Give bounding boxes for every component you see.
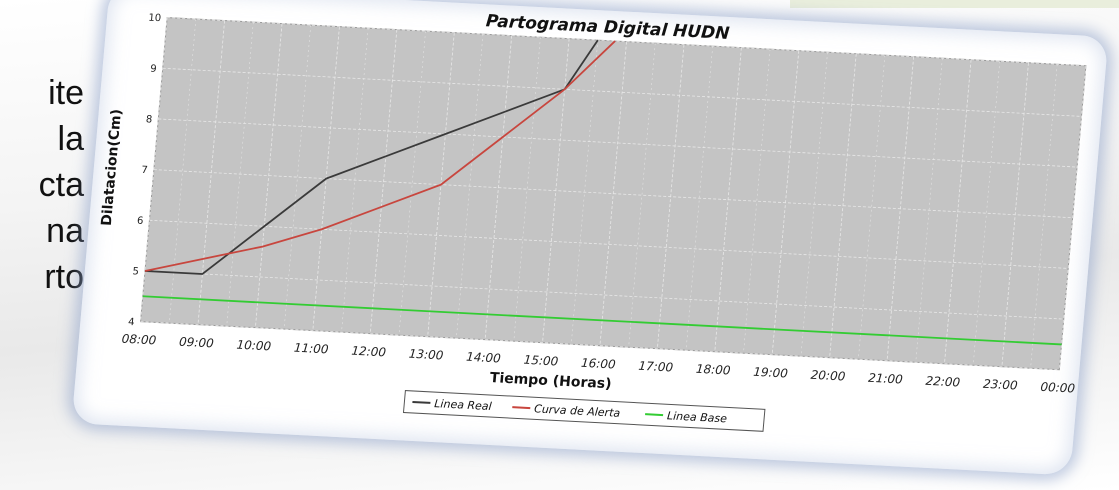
x-tick-label: 15:00 <box>523 353 559 369</box>
y-tick-label: 4 <box>128 317 135 328</box>
grid-line-vertical <box>1058 65 1087 370</box>
grid-line-horizontal <box>149 219 1069 269</box>
grid-line-minor <box>513 37 541 342</box>
grid-line-minor <box>743 49 771 354</box>
partograma-chart: Partograma Digital HUDN 08:00 09:00 10:00 1… <box>99 11 1087 432</box>
x-tick-label: 08:00 <box>121 332 157 348</box>
x-tick-label: 00:00 <box>1040 380 1076 396</box>
grid-line-horizontal <box>140 321 1060 371</box>
slide-body-text: ite la cta na rto <box>0 70 84 300</box>
x-axis-label: Tiempo (Horas) <box>489 370 612 392</box>
slide-top-bar <box>790 0 1119 8</box>
x-tick-label: 18:00 <box>695 362 731 378</box>
y-tick-label: 10 <box>148 13 162 25</box>
y-tick-label: 6 <box>136 216 143 227</box>
grid-line-horizontal <box>144 270 1064 320</box>
chart-card: Partograma Digital HUDN 08:00 09:00 10:00 1… <box>71 0 1109 476</box>
y-axis-ticks: 4 5 6 7 8 9 10 <box>128 13 162 329</box>
slide-text-line: la <box>57 120 84 158</box>
chart-legend: Linea Real Curva de Alerta Linea Base <box>402 390 766 432</box>
x-tick-label: 10:00 <box>236 338 272 354</box>
series-line-curva-de-alerta <box>144 40 616 272</box>
grid-line-horizontal <box>167 17 1086 67</box>
y-axis-label: Dilatacion(Cm) <box>99 109 125 227</box>
grid-line-minor <box>972 61 1001 366</box>
grid-line-horizontal <box>158 118 1078 168</box>
y-tick-label: 9 <box>150 64 157 75</box>
series-layer <box>142 39 1062 346</box>
x-tick-label: 22:00 <box>925 374 961 390</box>
x-tick-label: 14:00 <box>466 350 502 366</box>
y-tick-label: 5 <box>132 266 139 277</box>
grid-line-minor <box>628 43 656 348</box>
legend-entry: Linea Real <box>434 397 492 413</box>
y-tick-label: 8 <box>145 114 152 125</box>
x-tick-label: 16:00 <box>580 356 616 372</box>
x-tick-label: 23:00 <box>982 377 1018 393</box>
x-tick-label: 09:00 <box>179 335 215 351</box>
grid-line-minor <box>169 19 197 324</box>
grid-line-minor <box>283 25 311 330</box>
slide-text-line: ite <box>48 74 84 112</box>
grid-line-minor <box>858 55 886 360</box>
grid-line-horizontal <box>162 67 1082 117</box>
series-line-linea-real <box>144 39 599 275</box>
x-axis-ticks: 08:00 09:00 10:00 11:00 12:00 13:00 14:00 15:00… <box>121 332 1076 396</box>
grid-line-minor <box>398 31 426 336</box>
slide-text-line: cta <box>38 166 84 204</box>
legend-entry: Curva de Alerta <box>534 402 621 419</box>
legend-swatch <box>412 400 431 404</box>
series-line-linea-base <box>142 295 1062 346</box>
grid-line-horizontal <box>153 169 1073 219</box>
x-tick-label: 12:00 <box>351 344 387 360</box>
legend-swatch <box>512 406 531 410</box>
legend-swatch <box>645 413 664 417</box>
legend-box <box>402 390 766 432</box>
x-tick-label: 13:00 <box>408 347 444 363</box>
x-tick-label: 17:00 <box>638 359 674 375</box>
x-tick-label: 21:00 <box>868 371 904 387</box>
slide-text-line: rto <box>44 258 84 296</box>
x-tick-label: 19:00 <box>753 365 789 381</box>
x-tick-label: 11:00 <box>293 341 329 357</box>
y-tick-label: 7 <box>141 165 148 176</box>
legend-entry: Linea Base <box>666 409 727 425</box>
slide-text-line: na <box>46 212 84 250</box>
x-tick-label: 20:00 <box>810 368 846 384</box>
